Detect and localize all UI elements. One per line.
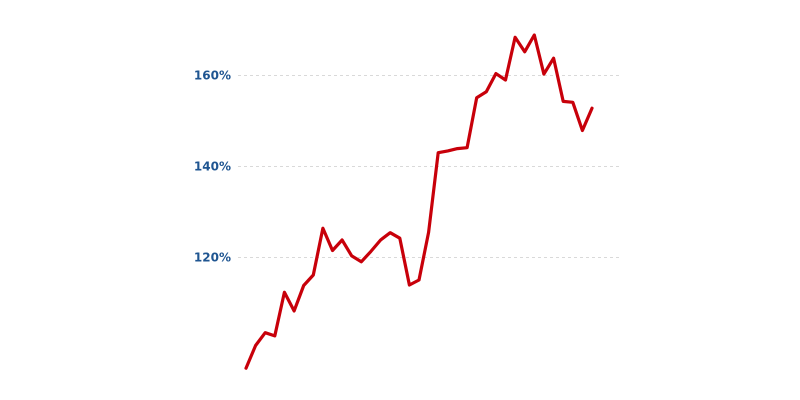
series-line-0 [244, 33, 594, 370]
y-axis-tick-labels: 160% 140% 120% [194, 69, 231, 265]
y-tick-label: 140% [194, 160, 231, 174]
y-tick-label: 120% [194, 251, 231, 265]
y-tick-label: 160% [194, 69, 231, 83]
series-group [244, 33, 594, 370]
